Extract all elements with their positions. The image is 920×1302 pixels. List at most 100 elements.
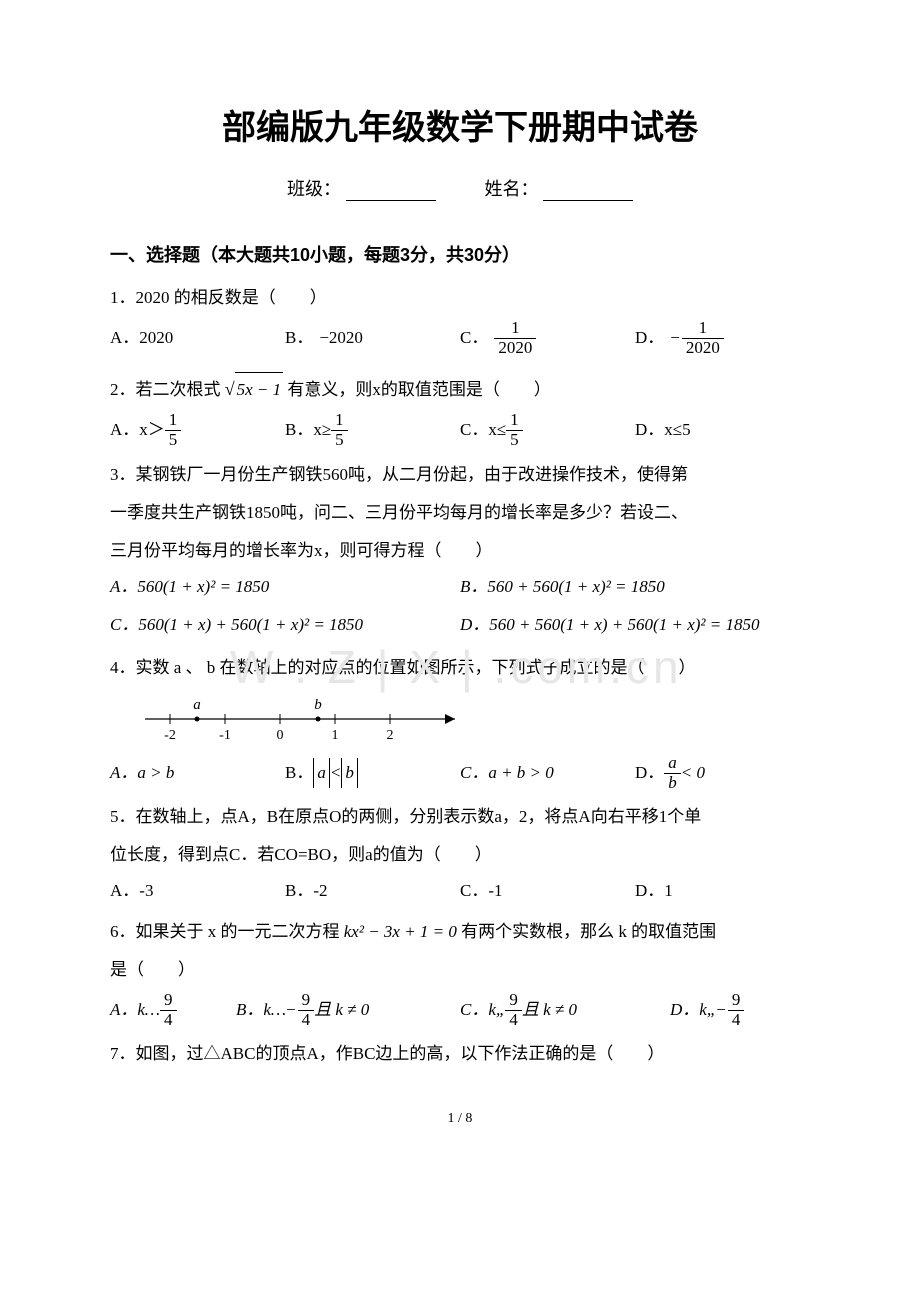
svg-text:2: 2 <box>387 728 394 743</box>
q6-b-neg: − <box>286 995 296 1026</box>
q2-a-num: 1 <box>165 411 182 431</box>
q6-options: A．k… 94 B．k… − 94 且 k ≠ 0 C．k„ 94 且 k ≠ … <box>110 991 810 1029</box>
q1-d-den: 2020 <box>682 339 724 358</box>
q1-opt-c-label: C． <box>460 323 488 354</box>
q1-text: 1．2020 的相反数是（ ） <box>110 281 810 315</box>
q3-opt-b: B．560 + 560(1 + x)² = 1850 <box>460 572 810 603</box>
q6-pre: 6．如果关于 x 的一元二次方程 <box>110 922 344 941</box>
q5-l1: 5．在数轴上，点A，B在原点O的两侧，分别表示数a，2，将点A向右平移1个单 <box>110 800 810 834</box>
q1-opt-d: D． − 1 2020 <box>635 319 810 357</box>
q5-opt-d: D．1 <box>635 876 810 907</box>
q6-b-num: 9 <box>298 991 315 1011</box>
q4-options: A．a > b B． a < b C．a + b > 0 D． ab < 0 <box>110 754 810 792</box>
q6-d-neg: − <box>716 995 726 1026</box>
q2-options: A．x＞ 15 B．x≥ 15 C．x≤ 15 D．x≤5 <box>110 411 810 449</box>
q7-text: 7．如图，过△ABC的顶点A，作BC边上的高，以下作法正确的是（ ） <box>110 1037 810 1071</box>
q1-opt-b: B． −2020 <box>285 319 460 357</box>
q1-opt-a: A．2020 <box>110 319 285 357</box>
q3-l3: 三月份平均每月的增长率为x，则可得方程（ ） <box>110 534 810 568</box>
q6-a-label: A．k… <box>110 995 160 1026</box>
q1-d-num: 1 <box>682 319 724 339</box>
q2-c-num: 1 <box>506 411 523 431</box>
q1-opt-b-label: B． <box>285 323 313 354</box>
q1-opt-c-frac: 1 2020 <box>494 319 536 357</box>
q6-eq: kx² − 3x + 1 = 0 <box>344 922 457 941</box>
q4-opt-d: D． ab < 0 <box>635 754 810 792</box>
q6-post: 有两个实数根，那么 k 的取值范围 <box>461 922 716 941</box>
q2-pre: 2．若二次根式 <box>110 380 221 399</box>
q2-text: 2．若二次根式 √5x − 1 有意义，则x的取值范围是（ ） <box>110 371 810 407</box>
q2-opt-b: B．x≥ 15 <box>285 411 460 449</box>
name-label: 姓名： <box>485 179 539 199</box>
q6-d-label: D．k„ <box>670 995 716 1026</box>
q4-d-post: < 0 <box>681 758 705 789</box>
q2-a-label: A．x＞ <box>110 415 165 446</box>
q5-options: A．-3 B．-2 C．-1 D．1 <box>110 876 810 907</box>
q6-b-label: B．k… <box>236 995 286 1026</box>
q6-a-den: 4 <box>160 1011 177 1030</box>
q4-b-label: B． <box>285 758 313 789</box>
svg-text:1: 1 <box>332 728 339 743</box>
numberline-svg: -2 -1 0 1 2 a b <box>140 691 470 743</box>
page-number: 1 / 8 <box>110 1111 810 1127</box>
q3-l2: 一季度共生产钢铁1850吨，问二、三月份平均每月的增长率是多少？若设二、 <box>110 496 810 530</box>
q2-opt-a: A．x＞ 15 <box>110 411 285 449</box>
q6-opt-a: A．k… 94 <box>110 991 236 1029</box>
svg-text:a: a <box>193 697 201 713</box>
q5-opt-a: A．-3 <box>110 876 285 907</box>
q1-c-num: 1 <box>494 319 536 339</box>
q4-opt-a: A．a > b <box>110 754 285 792</box>
q5-opt-c: C．-1 <box>460 876 635 907</box>
q1-opt-d-frac: − 1 2020 <box>670 319 724 357</box>
q4-d-den: b <box>664 774 681 793</box>
section-1-header: 一、选择题（本大题共10小题，每题3分，共30分） <box>110 241 810 267</box>
svg-text:b: b <box>314 697 322 713</box>
q2-b-label: B．x≥ <box>285 415 331 446</box>
q4-text: 4．实数 a 、 b 在数轴上的对应点的位置如图所示，下列式子成立的是（ ） <box>110 651 810 685</box>
class-blank[interactable] <box>346 182 436 201</box>
page: W . Z | X | .com.cn 部编版九年级数学下册期中试卷 班级： 姓… <box>0 0 920 1302</box>
q3-opt-c: C．560(1 + x) + 560(1 + x)² = 1850 <box>110 610 460 641</box>
q3-options-row1: A．560(1 + x)² = 1850 B．560 + 560(1 + x)²… <box>110 572 810 603</box>
q6-b-post: 且 k ≠ 0 <box>314 995 369 1026</box>
q6-opt-d: D．k„ − 94 <box>670 991 810 1029</box>
name-blank[interactable] <box>543 182 633 201</box>
svg-text:-2: -2 <box>164 728 176 743</box>
class-label: 班级： <box>287 179 341 199</box>
q2-sqrt-arg: 5x − 1 <box>235 372 284 407</box>
q1-options: A．2020 B． −2020 C． 1 2020 D． − 1 2020 <box>110 319 810 357</box>
q4-opt-c: C．a + b > 0 <box>460 754 635 792</box>
q2-sqrt: √5x − 1 <box>225 371 283 407</box>
student-info: 班级： 姓名： <box>110 175 810 201</box>
q1-c-den: 2020 <box>494 339 536 358</box>
q6-l1: 6．如果关于 x 的一元二次方程 kx² − 3x + 1 = 0 有两个实数根… <box>110 915 810 949</box>
q4-d-num: a <box>664 754 681 774</box>
q3-options-row2: C．560(1 + x) + 560(1 + x)² = 1850 D．560 … <box>110 610 810 641</box>
q1-opt-c: C． 1 2020 <box>460 319 635 357</box>
q3-l1: 3．某钢铁厂一月份生产钢铁560吨，从二月份起，由于改进操作技术，使得第 <box>110 458 810 492</box>
q2-b-num: 1 <box>331 411 348 431</box>
q6-a-num: 9 <box>160 991 177 1011</box>
q2-opt-c: C．x≤ 15 <box>460 411 635 449</box>
q5-l2: 位长度，得到点C．若CO=BO，则a的值为（ ） <box>110 838 810 872</box>
q6-d-den: 4 <box>728 1011 745 1030</box>
q5-opt-b: B．-2 <box>285 876 460 907</box>
exam-title: 部编版九年级数学下册期中试卷 <box>110 100 810 149</box>
q4-b-absb: b <box>341 758 358 789</box>
q6-c-label: C．k„ <box>460 995 505 1026</box>
q1-opt-b-val: −2020 <box>319 323 363 354</box>
q6-c-post: 且 k ≠ 0 <box>522 995 577 1026</box>
q4-b-absa: a <box>313 758 330 789</box>
q2-b-den: 5 <box>331 431 348 450</box>
q2-c-den: 5 <box>506 431 523 450</box>
q4-opt-b: B． a < b <box>285 754 460 792</box>
q4-numberline: -2 -1 0 1 2 a b <box>140 691 810 748</box>
q6-d-num: 9 <box>728 991 745 1011</box>
q6-b-den: 4 <box>298 1011 315 1030</box>
q3-l3-text: 三月份平均每月的增长率为x，则可得方程（ ） <box>110 541 493 560</box>
q6-opt-c: C．k„ 94 且 k ≠ 0 <box>460 991 670 1029</box>
svg-text:-1: -1 <box>219 728 231 743</box>
q6-c-den: 4 <box>505 1011 522 1030</box>
q4-d-label: D． <box>635 758 664 789</box>
q2-post: 有意义，则x的取值范围是（ ） <box>287 380 551 399</box>
